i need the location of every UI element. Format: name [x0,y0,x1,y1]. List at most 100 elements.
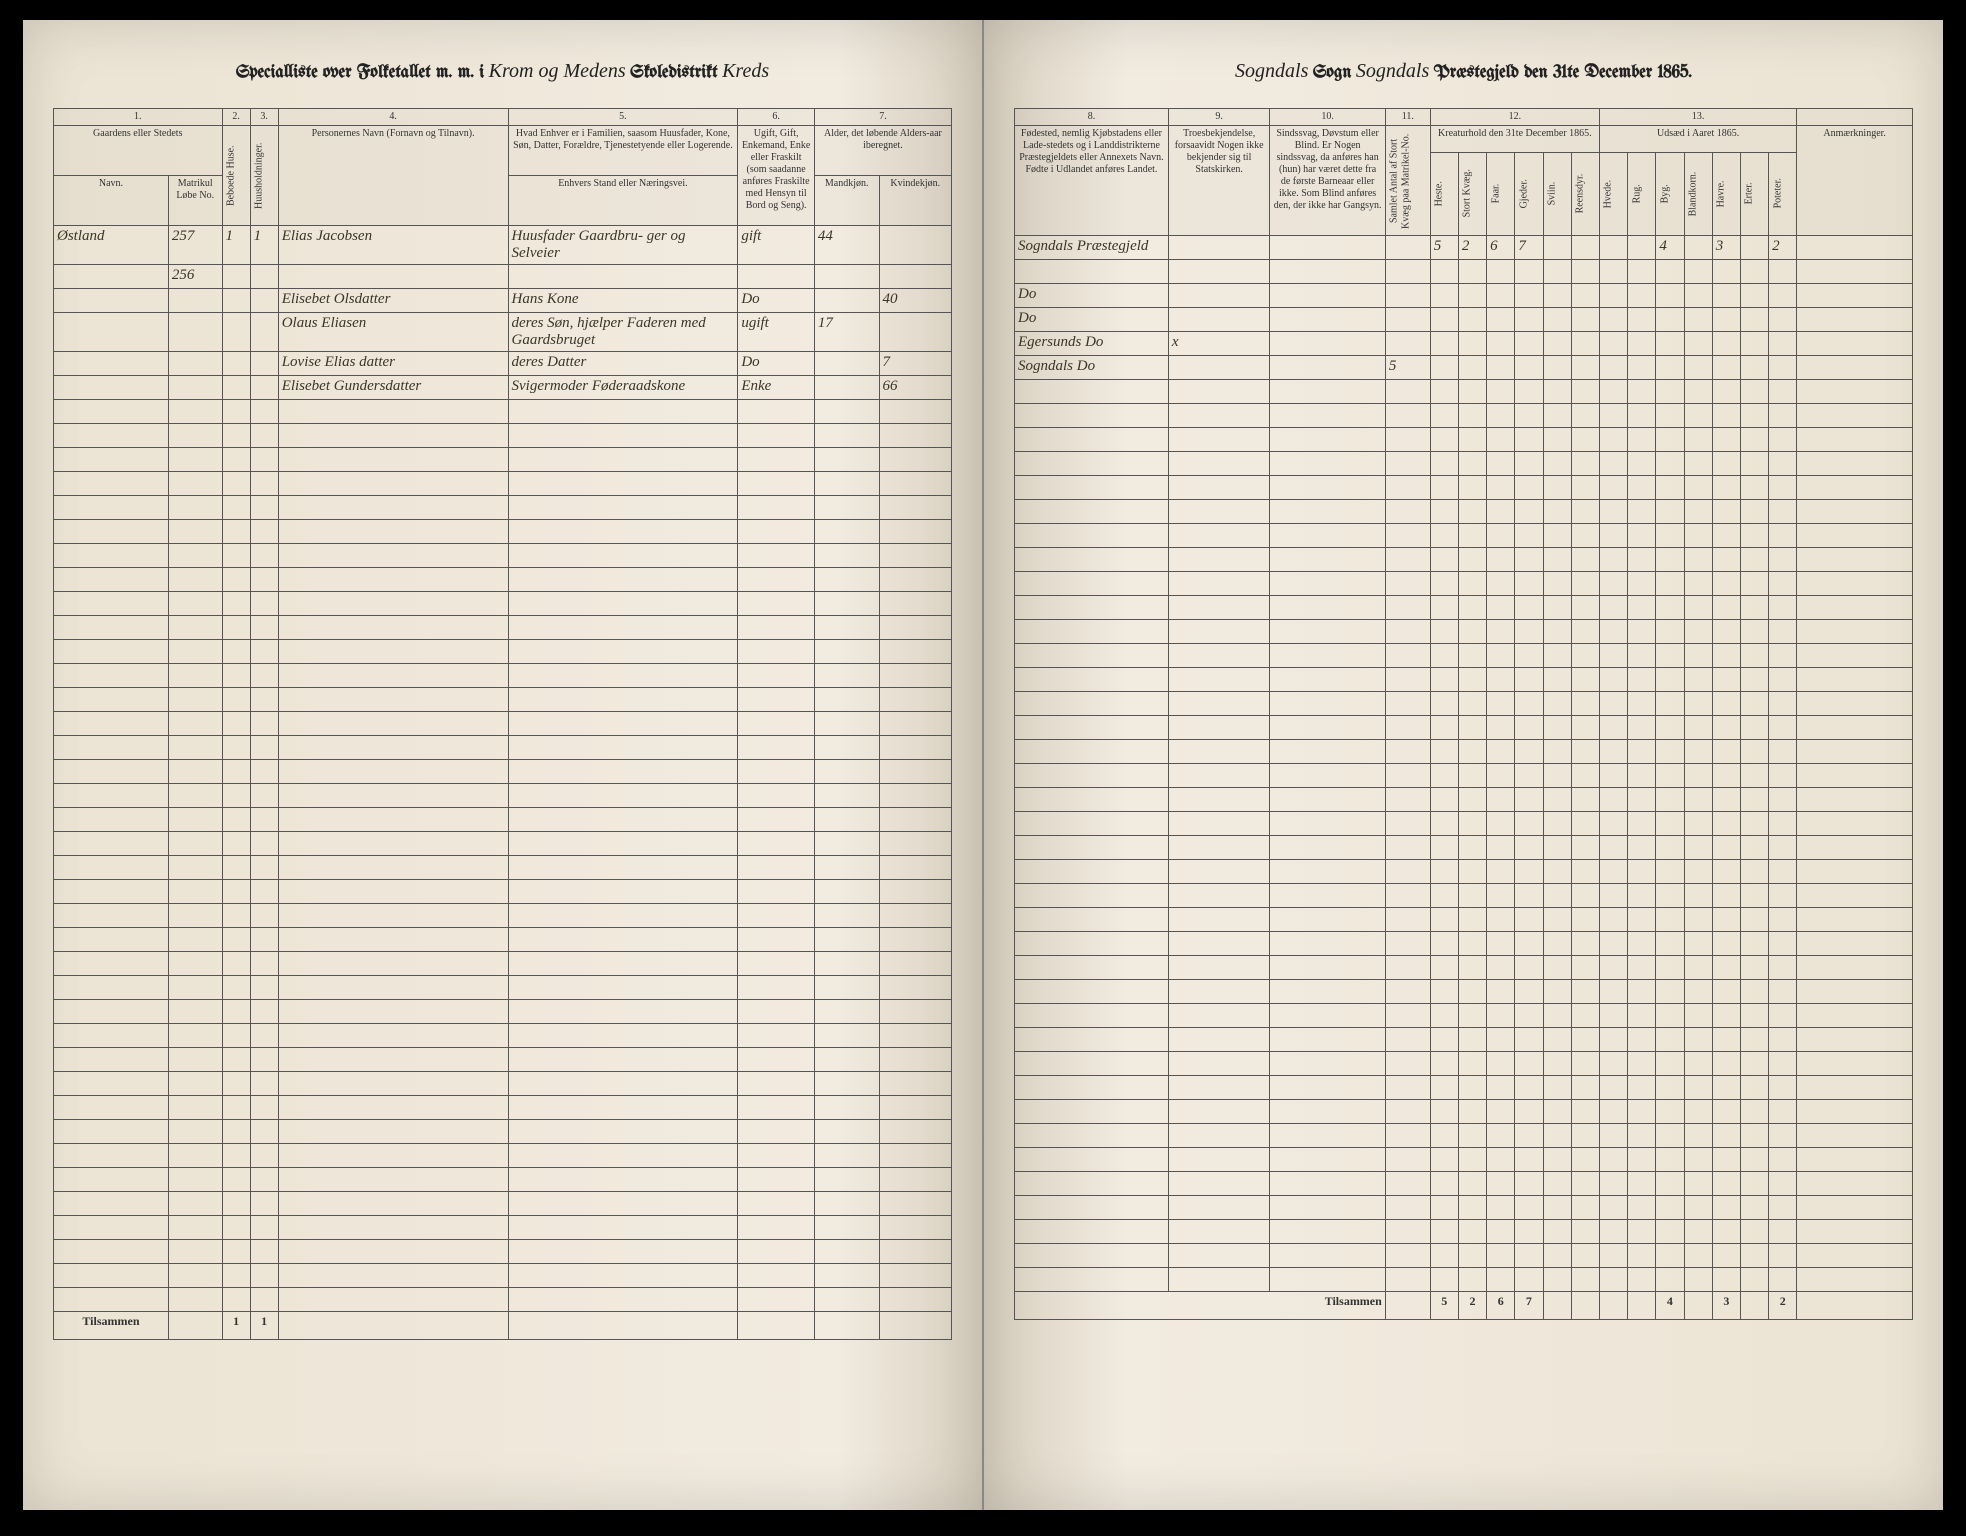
cell-matr [168,376,222,400]
c12-0: Heste. [1430,152,1458,235]
table-row [54,784,952,808]
cell-byg [1656,284,1684,308]
census-table-left: 1. 2. 3. 4. 5. 6. 7. Gaardens eller Sted… [53,108,952,1340]
col-tro: Troesbekjendelse, forsaavidt Nogen ikke … [1168,126,1269,236]
table-row [54,520,952,544]
cell-civil: ugift [738,313,815,352]
c12-4: Sviin. [1543,152,1571,235]
table-row [1015,764,1913,788]
cell-heste [1430,356,1458,380]
cell-11 [1385,284,1430,308]
header-sogn-label: Sogn [1313,63,1352,82]
cell-tro: x [1168,332,1269,356]
cell-faar [1487,308,1515,332]
cell-11 [1385,260,1430,284]
col-anm-blank [1797,109,1913,126]
footer-row-left: Tilsammen 1 1 [54,1312,952,1340]
table-row [1015,452,1913,476]
cell-hus [222,376,250,400]
cell-civil: Do [738,289,815,313]
cell-11: 5 [1385,356,1430,380]
table-row [1015,428,1913,452]
header-kreds: Kreds [722,60,769,82]
col-hush: Huusholdninger. [250,126,278,226]
table-row [1015,572,1913,596]
table-row [1015,1196,1913,1220]
sum-hus: 1 [222,1312,250,1340]
table-row [54,1024,952,1048]
cell-gjed [1515,356,1543,380]
cell-poteter [1769,284,1797,308]
table-row [1015,644,1913,668]
c12-2: Faar. [1487,152,1515,235]
table-row [54,1216,952,1240]
header-district-label: Skoledistrikt [630,63,717,82]
col-gaard-navn: Navn. [54,176,169,226]
col-num: 8. [1015,109,1169,126]
table-row [54,976,952,1000]
cell-familie: Huusfader Gaardbru- ger og Selveier [508,226,738,265]
table-row: Olaus Eliasenderes Søn, hjælper Faderen … [54,313,952,352]
cell-11 [1385,236,1430,260]
col-num: 3. [250,109,278,126]
sum-gjed: 7 [1515,1292,1543,1320]
cell-gjed [1515,308,1543,332]
table-row [1015,1268,1913,1292]
table-row [54,472,952,496]
table-row [1015,1100,1913,1124]
table-row [54,808,952,832]
cell-kvag [1458,260,1486,284]
col-num: 7. [814,109,951,126]
table-row [54,448,952,472]
cell-fodested: Do [1015,284,1169,308]
table-row [54,424,952,448]
c13-6: Poteter. [1769,152,1797,235]
cell-havre [1712,308,1740,332]
table-row [54,544,952,568]
table-row [54,712,952,736]
cell-heste [1430,260,1458,284]
cell-fodested: Sogndals Do [1015,356,1169,380]
cell-tro [1168,308,1269,332]
table-row: Do [1015,284,1913,308]
cell-m [814,265,879,289]
cell-matr [168,289,222,313]
cell-havre [1712,260,1740,284]
table-row [1015,1076,1913,1100]
table-row [54,592,952,616]
table-row [1015,1028,1913,1052]
cell-familie: deres Søn, hjælper Faderen med Gaardsbru… [508,313,738,352]
cell-sind [1270,308,1385,332]
cell-poteter [1769,356,1797,380]
c13-1: Rug. [1628,152,1656,235]
col-num: 2. [222,109,250,126]
col-num: 9. [1168,109,1269,126]
cell-heste [1430,308,1458,332]
table-row [1015,404,1913,428]
cell-matr: 257 [168,226,222,265]
cell-sind [1270,260,1385,284]
sum-havre: 3 [1712,1292,1740,1320]
sum-poteter: 2 [1769,1292,1797,1320]
cell-gaard: Østland [54,226,169,265]
table-row [54,400,952,424]
cell-navn: Elisebet Gundersdatter [278,376,508,400]
table-row [1015,980,1913,1004]
sum-faar: 6 [1487,1292,1515,1320]
cell-heste [1430,332,1458,356]
tilsammen-label: Tilsammen [54,1312,169,1340]
cell-matr: 256 [168,265,222,289]
table-row [1015,1124,1913,1148]
cell-kvag [1458,332,1486,356]
cell-gjed [1515,260,1543,284]
cell-hush [250,376,278,400]
cell-k: 40 [879,289,951,313]
census-table-right: 8. 9. 10. 11. 12. 13. Fødested, nemlig K… [1014,108,1913,1320]
cell-k [879,226,951,265]
sum-heste: 5 [1430,1292,1458,1320]
header-district-script: Krom og Medens [489,60,626,82]
col-mand: Mandkjøn. [814,176,879,226]
table-row: Do [1015,308,1913,332]
cell-hush: 1 [250,226,278,265]
table-row [1015,596,1913,620]
